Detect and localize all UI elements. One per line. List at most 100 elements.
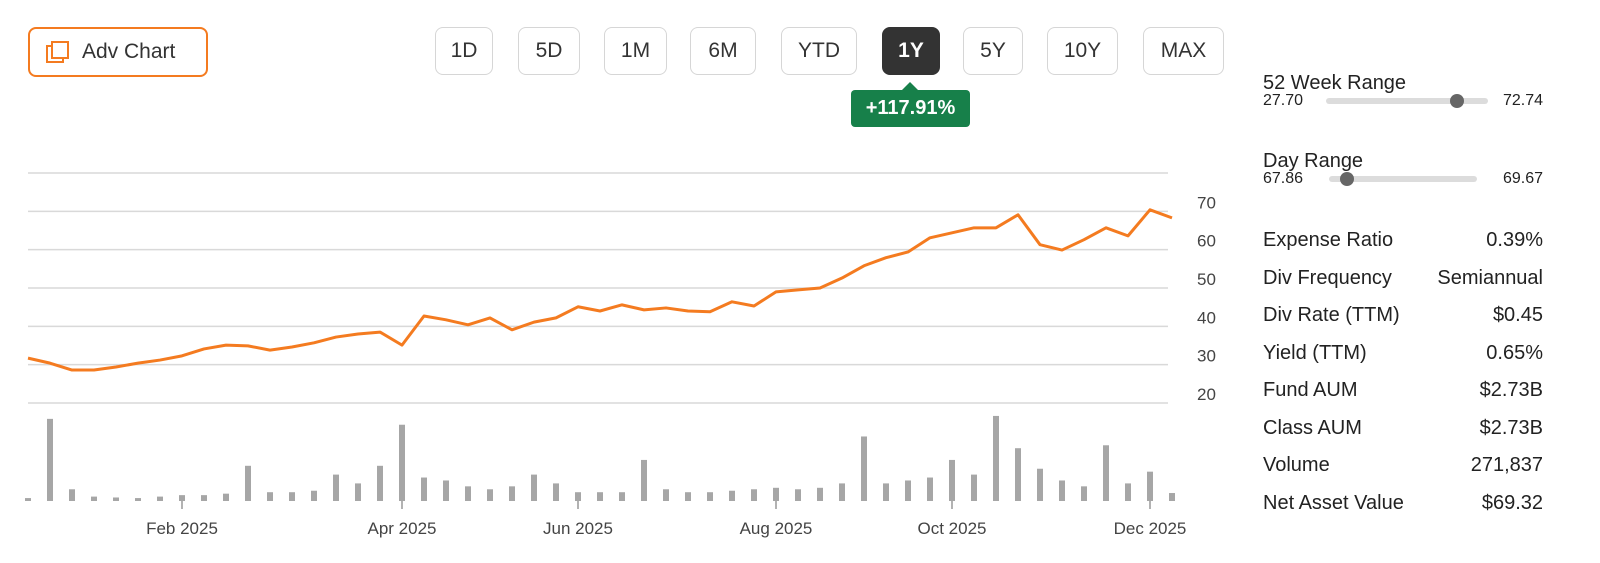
x-tick-label: Jun 2025 <box>543 519 613 538</box>
volume-bar <box>1081 486 1087 501</box>
volume-bar <box>553 483 559 501</box>
range-button[interactable]: 1M <box>604 27 667 75</box>
stat-row: Div Rate (TTM) $0.45 <box>1263 304 1543 327</box>
stat-label: Volume <box>1263 454 1330 476</box>
range-label: 52 Week Range <box>1263 72 1407 94</box>
volume-bar <box>1037 468 1043 501</box>
volume-bar <box>905 480 911 501</box>
volume-bar <box>311 490 317 501</box>
volume-bar <box>883 483 889 501</box>
volume-bar <box>135 498 141 501</box>
x-tick-label: Feb 2025 <box>146 519 218 538</box>
chart: 20 30 40 50 60 70 Feb 2025 Apr 2025 Jun 2025 Aug … <box>25 172 1216 538</box>
stat-value: 271,837 <box>1470 454 1543 476</box>
stat-label: Net Asset Value <box>1263 491 1404 514</box>
volume-bar <box>1015 448 1021 501</box>
stat-label: Div Rate (TTM) <box>1263 304 1400 326</box>
y-tick-label: 30 <box>1197 347 1216 366</box>
icon <box>46 41 69 63</box>
volume-bar <box>597 492 603 501</box>
volume-bar <box>223 493 229 501</box>
x-tick-label: Aug 2025 <box>740 519 813 538</box>
stat-row: Volume 271,837 <box>1263 454 1543 477</box>
volume-bar <box>619 492 625 501</box>
range-button[interactable]: 5Y <box>963 27 1023 75</box>
range-track <box>1329 176 1477 182</box>
range-knob <box>1450 94 1464 108</box>
volume-bar <box>795 489 801 501</box>
y-tick-label: 50 <box>1197 270 1216 289</box>
volume-bar <box>707 492 713 501</box>
range-label: Day Range <box>1263 150 1364 172</box>
volume-bar <box>1059 480 1065 501</box>
volume-bar <box>663 489 669 501</box>
volume-bar <box>465 486 471 501</box>
stat-value: 0.39% <box>1486 229 1543 251</box>
y-tick-label: 60 <box>1197 232 1216 251</box>
volume-bar <box>69 489 75 501</box>
volume-bar <box>443 480 449 501</box>
range-button[interactable]: 1Y <box>882 27 940 75</box>
volume-bar <box>421 477 427 501</box>
volume-bar <box>1103 445 1109 501</box>
volume-bar <box>641 459 647 501</box>
stat-value: $2.73B <box>1479 379 1543 401</box>
range-low: 67.86 <box>1263 170 1304 187</box>
volume-bar <box>1169 493 1175 501</box>
stat-label: Fund AUM <box>1263 379 1358 401</box>
volume-bar <box>509 486 515 501</box>
range-button[interactable]: YTD <box>781 27 857 75</box>
volume-bar <box>113 497 119 501</box>
volume-bar <box>1147 471 1153 501</box>
volume-bar <box>993 415 999 501</box>
volume-bar <box>355 483 361 501</box>
adv-chart-button[interactable]: Adv Chart <box>28 27 208 77</box>
stat-label: Expense Ratio <box>1263 229 1394 251</box>
volume-bar <box>179 495 185 501</box>
stat-row: Yield (TTM) 0.65% <box>1263 342 1543 365</box>
range-button[interactable]: 6M <box>690 27 756 75</box>
range-button[interactable]: MAX <box>1143 27 1224 75</box>
stat-value: Semiannual <box>1437 266 1543 289</box>
range-high: 72.74 <box>1502 92 1543 109</box>
volume-bar <box>729 490 735 501</box>
range-button[interactable]: 1D <box>435 27 493 75</box>
y-tick-label: 40 <box>1197 308 1216 327</box>
volume-bar <box>531 474 537 501</box>
volume-bar <box>927 477 933 501</box>
volume-bar <box>201 495 207 501</box>
stat-row: Class AUM $2.73B <box>1263 417 1543 440</box>
change-badge: +117.91% <box>851 82 970 127</box>
volume-bar <box>817 487 823 501</box>
volume-bar <box>839 483 845 501</box>
volume-bar <box>377 465 383 501</box>
stat-label: Yield (TTM) <box>1263 341 1367 364</box>
stat-value: $69.32 <box>1481 491 1543 514</box>
stat-label: Div Frequency <box>1263 266 1392 289</box>
volume-bar <box>25 498 31 501</box>
stat-value: 0.65% <box>1486 341 1543 364</box>
stat-row: Fund AUM $2.73B <box>1263 379 1543 402</box>
range-low: 27.70 <box>1263 92 1304 109</box>
volume-bar <box>91 496 97 501</box>
range-button[interactable]: 5D <box>518 27 580 75</box>
volume-bar <box>157 496 163 501</box>
volume-bar <box>751 489 757 501</box>
x-tick-label: Oct 2025 <box>918 519 987 538</box>
volume-bar <box>575 492 581 501</box>
range-track <box>1326 98 1488 104</box>
range-button[interactable]: 10Y <box>1047 27 1118 75</box>
stat-row: Net Asset Value $69.32 <box>1263 492 1543 515</box>
volume-bar <box>267 492 273 501</box>
volume-bar <box>861 436 867 501</box>
volume-bar <box>487 489 493 501</box>
y-tick-label: 70 <box>1197 193 1216 212</box>
stat-value: $2.73B <box>1479 416 1543 439</box>
volume-bar <box>47 418 53 501</box>
volume-bar <box>1125 483 1131 501</box>
label: Adv Chart <box>82 40 176 63</box>
volume-bar <box>245 465 251 501</box>
volume-bar <box>773 487 779 501</box>
volume-bar <box>289 492 295 501</box>
